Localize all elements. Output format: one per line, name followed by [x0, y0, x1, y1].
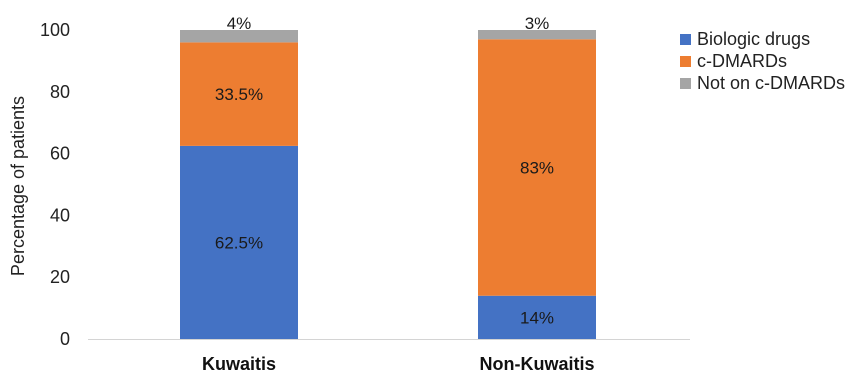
bar-segment-c-dmards [478, 39, 596, 296]
legend-label: c-DMARDs [697, 51, 787, 71]
data-label: 83% [520, 159, 554, 178]
x-category-label: Kuwaitis [202, 354, 276, 374]
bars: 62.5% 33.5% 4% 14% 83% 3% [180, 14, 596, 339]
y-tick-label: 40 [50, 205, 70, 225]
y-tick-label: 20 [50, 267, 70, 287]
legend-swatch [680, 34, 691, 45]
data-label: 33.5% [215, 85, 263, 104]
bar-segment-biologic-drugs [180, 145, 298, 339]
bar-segment-c-dmards [180, 42, 298, 146]
legend-label: Not on c-DMARDs [697, 73, 845, 93]
data-label: 62.5% [215, 233, 263, 252]
y-tick-label: 60 [50, 144, 70, 164]
y-tick-label: 0 [60, 329, 70, 349]
legend-swatch [680, 78, 691, 89]
bar-segment-biologic-drugs [478, 295, 596, 339]
y-tick-label: 80 [50, 82, 70, 102]
legend-swatch [680, 56, 691, 67]
x-category-label: Non-Kuwaitis [480, 354, 595, 374]
data-label: 3% [525, 14, 550, 33]
y-tick-label: 100 [40, 20, 70, 40]
legend-label: Biologic drugs [697, 29, 810, 49]
x-axis: Kuwaitis Non-Kuwaitis [88, 339, 690, 374]
bar-segment-not-on-c-dmards [180, 30, 298, 43]
data-label: 4% [227, 14, 252, 33]
bar-segment-not-on-c-dmards [478, 30, 596, 40]
data-label: 14% [520, 308, 554, 327]
y-axis: 0 20 40 60 80 100 [40, 20, 70, 349]
y-axis-title: Percentage of patients [8, 96, 28, 276]
